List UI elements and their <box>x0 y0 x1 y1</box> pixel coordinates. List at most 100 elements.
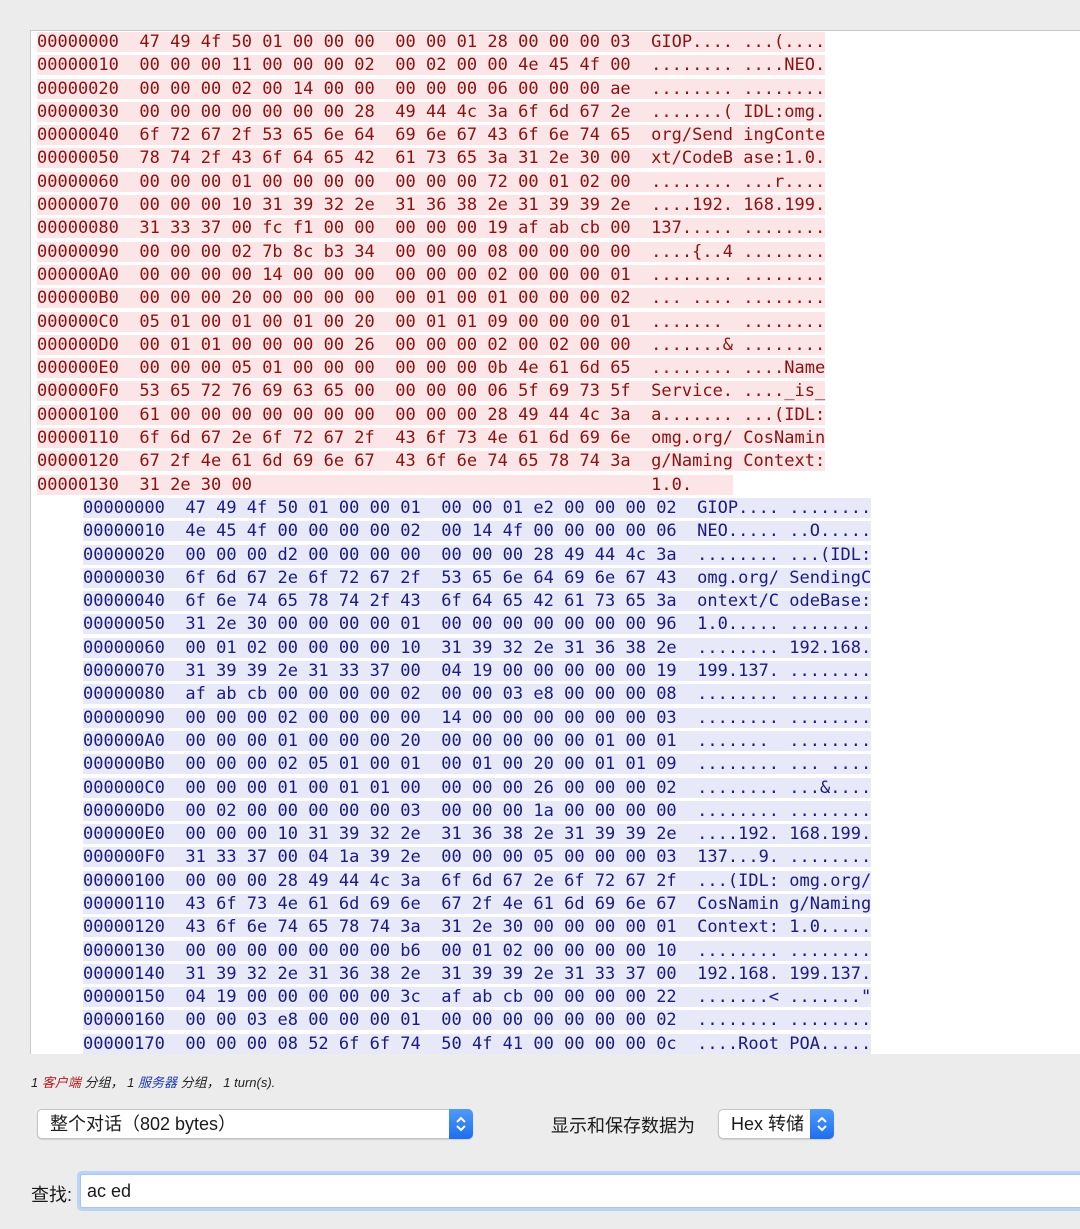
hex-bytes: 50 4f 41 00 00 00 00 0c <box>441 1034 676 1054</box>
server-row: 00000160 00 00 03 e8 00 00 00 01 00 00 0… <box>31 1009 1080 1032</box>
hex-bytes: 6f 6d 67 2e 6f 72 67 2f <box>185 568 420 588</box>
client-row: 00000050 78 74 2f 43 6f 64 65 42 61 73 6… <box>31 147 1080 170</box>
hex-bytes: 14 00 00 00 00 00 00 03 <box>441 708 676 728</box>
ascii-text: .......< <box>697 987 779 1007</box>
hex-offset: 00000120 <box>37 451 119 471</box>
hex-bytes: 00 02 00 00 00 00 00 03 <box>185 801 420 821</box>
client-row-content: 000000A0 00 00 00 00 14 00 00 00 00 00 0… <box>37 265 825 285</box>
hex-offset: 000000E0 <box>37 358 119 378</box>
server-row: 00000120 43 6f 6e 74 65 78 74 3a 31 2e 3… <box>31 916 1080 939</box>
hex-bytes: 31 36 38 2e 31 39 39 2e <box>395 195 630 215</box>
hex-offset: 00000020 <box>83 545 165 565</box>
hex-bytes: 00 00 00 02 00 14 00 00 <box>139 79 374 99</box>
hex-bytes: 00 01 01 09 00 00 00 01 <box>395 312 630 332</box>
hex-bytes: 00 02 00 00 4e 45 4f 00 <box>395 55 630 75</box>
server-row: 00000100 00 00 00 28 49 44 4c 3a 6f 6d 6… <box>31 870 1080 893</box>
find-input[interactable] <box>80 1174 1080 1208</box>
updown-stepper-icon[interactable] <box>449 1109 473 1139</box>
ascii-text: ........ <box>697 708 779 728</box>
ascii-text: ........ <box>789 684 871 704</box>
ascii-text: 1.0. <box>651 475 733 495</box>
ascii-text: CosNamin <box>697 894 779 914</box>
hex-bytes: 00 00 00 d2 00 00 00 00 <box>185 545 420 565</box>
ascii-text: ... .... <box>789 754 871 774</box>
hex-bytes: 00 00 00 05 00 00 00 03 <box>441 847 676 867</box>
server-suffix: 分组， <box>181 1075 220 1090</box>
ascii-text: ........ <box>697 754 779 774</box>
format-select-value: Hex 转储 <box>731 1110 811 1138</box>
hex-offset: 000000F0 <box>37 381 119 401</box>
server-row-content: 00000090 00 00 00 02 00 00 00 00 14 00 0… <box>83 708 871 728</box>
hex-bytes: 43 6f 6e 74 65 78 74 3a <box>395 451 630 471</box>
hex-bytes: 00 00 00 06 5f 69 73 5f <box>395 381 630 401</box>
hex-bytes: 00 00 00 02 00 00 00 00 <box>185 708 420 728</box>
hex-offset: 00000040 <box>37 125 119 145</box>
client-row-content: 00000080 31 33 37 00 fc f1 00 00 00 00 0… <box>37 218 825 238</box>
client-row-content: 00000120 67 2f 4e 61 6d 69 6e 67 43 6f 6… <box>37 451 825 471</box>
hex-offset: 00000130 <box>83 941 165 961</box>
hex-bytes: 00 00 00 00 00 00 00 b6 <box>185 941 420 961</box>
ascii-text: ........ <box>697 778 779 798</box>
ascii-text: 1.0..... <box>789 917 871 937</box>
hex-offset: 00000090 <box>37 242 119 262</box>
server-row: 00000040 6f 6e 74 65 78 74 2f 43 6f 64 6… <box>31 590 1080 613</box>
client-row-content: 00000030 00 00 00 00 00 00 00 28 49 44 4… <box>37 102 825 122</box>
client-row: 00000060 00 00 00 01 00 00 00 00 00 00 0… <box>31 171 1080 194</box>
ascii-text: ....192. <box>697 824 779 844</box>
ascii-text: ........ <box>651 55 733 75</box>
server-row-content: 00000140 31 39 32 2e 31 36 38 2e 31 39 3… <box>83 964 871 984</box>
hex-offset: 00000020 <box>37 79 119 99</box>
ascii-text: ........ <box>743 335 825 355</box>
ascii-text: ingConte <box>743 125 825 145</box>
hex-bytes: 31 39 39 2e 31 33 37 00 <box>441 964 676 984</box>
client-row: 000000B0 00 00 00 20 00 00 00 00 00 01 0… <box>31 287 1080 310</box>
hex-bytes: 6f 6d 67 2e 6f 72 67 2f <box>139 428 374 448</box>
ascii-text: ase:1.0. <box>743 148 825 168</box>
client-row-content: 00000110 6f 6d 67 2e 6f 72 67 2f 43 6f 7… <box>37 428 825 448</box>
conversation-select[interactable]: 整个对话（802 bytes） <box>37 1109 473 1139</box>
ascii-text: ...(.... <box>743 32 825 52</box>
server-row-content: 00000170 00 00 00 08 52 6f 6f 74 50 4f 4… <box>83 1034 871 1054</box>
ascii-text: omg.org/ <box>651 428 733 448</box>
server-row-content: 00000040 6f 6e 74 65 78 74 2f 43 6f 64 6… <box>83 591 871 611</box>
hex-bytes: 00 00 00 06 00 00 00 ae <box>395 79 630 99</box>
hex-bytes: 00 00 00 02 05 01 00 01 <box>185 754 420 774</box>
turn-count: 1 turn(s). <box>223 1075 275 1090</box>
hex-bytes: 31 2e 30 00 00 00 00 01 <box>441 917 676 937</box>
ascii-text: g/Naming <box>789 894 871 914</box>
ascii-text: ........ <box>651 358 733 378</box>
hex-offset: 000000D0 <box>83 801 165 821</box>
hex-bytes: 00 00 00 0b 4e 61 6d 65 <box>395 358 630 378</box>
server-row-content: 000000D0 00 02 00 00 00 00 00 03 00 00 0… <box>83 801 871 821</box>
server-row: 00000110 43 6f 73 4e 61 6d 69 6e 67 2f 4… <box>31 893 1080 916</box>
ascii-text: NEO..... <box>697 521 779 541</box>
hex-bytes: 00 01 00 20 00 01 01 09 <box>441 754 676 774</box>
server-row-content: 00000030 6f 6d 67 2e 6f 72 67 2f 53 65 6… <box>83 568 871 588</box>
client-row: 00000000 47 49 4f 50 01 00 00 00 00 00 0… <box>31 31 1080 54</box>
ascii-text: Context: <box>697 917 779 937</box>
hex-bytes: 00 00 00 08 52 6f 6f 74 <box>185 1034 420 1054</box>
hex-dump-pane[interactable]: 00000000 47 49 4f 50 01 00 00 00 00 00 0… <box>30 30 1080 1054</box>
ascii-text: ........ <box>789 708 871 728</box>
hex-bytes: 00 00 00 72 00 01 02 00 <box>395 172 630 192</box>
server-row-content: 000000C0 00 00 00 01 00 01 01 00 00 00 0… <box>83 778 871 798</box>
hex-bytes: 00 00 00 10 31 39 32 2e <box>139 195 374 215</box>
updown-stepper-icon[interactable] <box>810 1109 834 1139</box>
hex-offset: 000000E0 <box>83 824 165 844</box>
hex-offset: 00000100 <box>37 405 119 425</box>
format-select[interactable]: Hex 转储 <box>718 1109 834 1139</box>
client-row: 00000020 00 00 00 02 00 14 00 00 00 00 0… <box>31 78 1080 101</box>
ascii-text: ........ <box>743 242 825 262</box>
server-row-content: 00000150 04 19 00 00 00 00 00 3c af ab c… <box>83 987 871 1007</box>
server-row-content: 00000080 af ab cb 00 00 00 00 02 00 00 0… <box>83 684 871 704</box>
hex-bytes: af ab cb 00 00 00 00 02 <box>185 684 420 704</box>
hex-bytes: 69 6e 67 43 6f 6e 74 65 <box>395 125 630 145</box>
ascii-text: ........ <box>743 218 825 238</box>
hex-bytes: 47 49 4f 50 01 00 00 00 <box>139 32 374 52</box>
hex-bytes: af ab cb 00 00 00 00 22 <box>441 987 676 1007</box>
conversation-select-value: 整个对话（802 bytes） <box>50 1110 236 1138</box>
ascii-text: POA..... <box>789 1034 871 1054</box>
client-row-content: 000000D0 00 01 01 00 00 00 00 26 00 00 0… <box>37 335 825 355</box>
ascii-text: ........ <box>697 1010 779 1030</box>
hex-bytes: 00 00 00 28 49 44 4c 3a <box>395 405 630 425</box>
